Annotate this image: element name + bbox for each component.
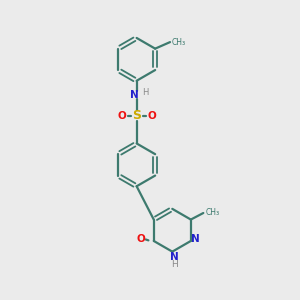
Text: S: S <box>132 109 141 122</box>
Text: N: N <box>170 252 179 262</box>
Text: N: N <box>191 235 200 244</box>
Text: O: O <box>136 235 145 244</box>
Text: CH₃: CH₃ <box>206 208 220 217</box>
Text: O: O <box>117 111 126 121</box>
Text: N: N <box>130 90 139 100</box>
Text: H: H <box>171 260 178 268</box>
Text: H: H <box>142 88 148 97</box>
Text: O: O <box>147 111 156 121</box>
Text: CH₃: CH₃ <box>172 38 186 46</box>
